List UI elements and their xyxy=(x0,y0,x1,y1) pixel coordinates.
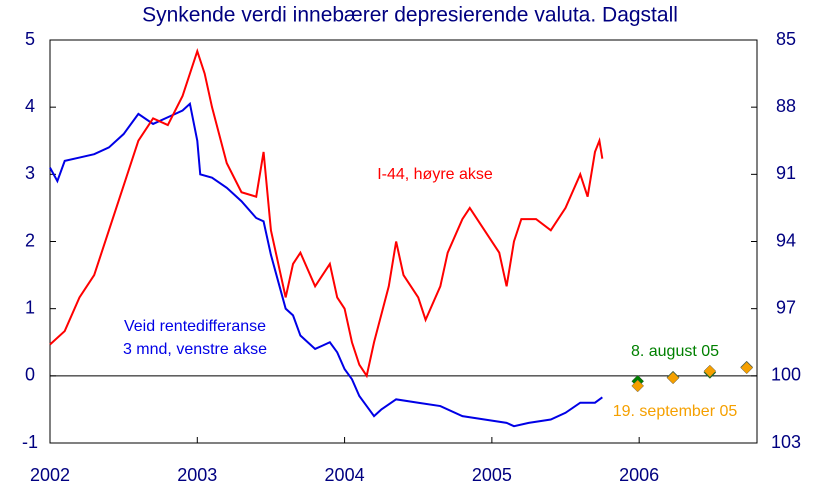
x-tick-label: 2002 xyxy=(30,465,70,485)
series-label: 19. september 05 xyxy=(613,403,738,420)
diamond-marker xyxy=(666,371,680,385)
y2-tick-label: 97 xyxy=(776,297,796,317)
plot-frame xyxy=(49,39,758,444)
diamond-marker xyxy=(703,364,717,378)
y-tick-label: 3 xyxy=(25,163,35,183)
y2-tick-label: 85 xyxy=(776,29,796,49)
y2-tick-label: 88 xyxy=(776,96,796,116)
y2-tick-label: 100 xyxy=(771,365,801,385)
x-tick-label: 2006 xyxy=(619,465,659,485)
x-tick-label: 2004 xyxy=(325,465,365,485)
series-label: 8. august 05 xyxy=(631,343,719,360)
y-tick-label: 0 xyxy=(25,365,35,385)
y2-tick-label: 91 xyxy=(776,163,796,183)
y2-tick-label: 94 xyxy=(776,230,796,250)
x-tick-label: 2003 xyxy=(177,465,217,485)
y-tick-label: -1 xyxy=(22,432,38,452)
series-label: I-44, høyre akse xyxy=(377,166,493,183)
x-tick-label: 2005 xyxy=(472,465,512,485)
diamond-marker xyxy=(740,361,754,375)
y-tick-label: 2 xyxy=(25,230,35,250)
chart-title: Synkende verdi innebærer depresierende v… xyxy=(142,4,678,27)
y-tick-label: 4 xyxy=(25,96,35,116)
y-tick-label: 5 xyxy=(25,29,35,49)
series-label: 3 mnd, venstre akse xyxy=(123,341,267,358)
diamond-marker xyxy=(631,379,645,393)
series-line xyxy=(49,47,604,379)
y2-tick-label: 103 xyxy=(771,432,801,452)
series-label: Veid rentedifferanse xyxy=(124,318,266,335)
y-tick-label: 1 xyxy=(25,297,35,317)
series-line xyxy=(49,101,603,428)
